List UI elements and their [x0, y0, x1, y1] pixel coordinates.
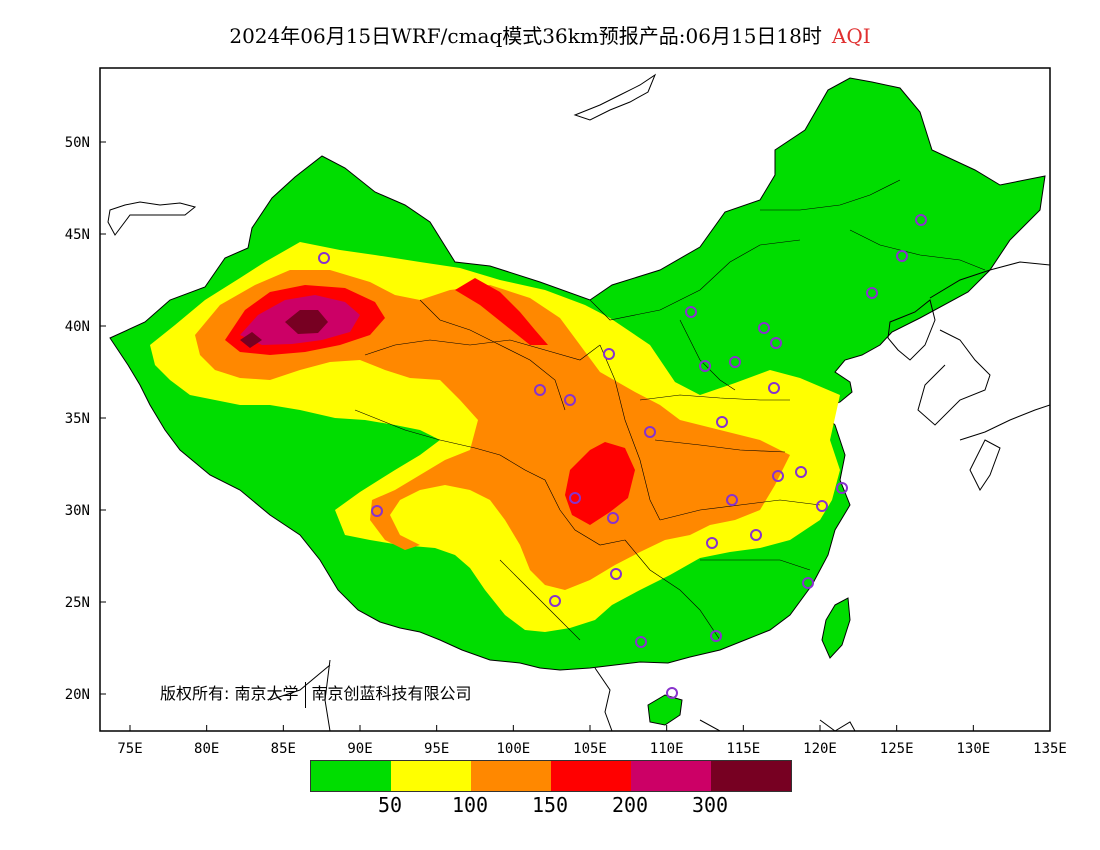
province-boundaries — [354, 179, 986, 641]
lon-tick-label: 90E — [347, 741, 372, 757]
lon-tick-label: 110E — [650, 741, 684, 757]
copyright-org2: 南京创蓝科技有限公司 — [311, 684, 472, 703]
copyright-notice: 版权所有: 南京大学 南京创蓝科技有限公司 — [160, 680, 472, 708]
station-marker[interactable] — [607, 512, 619, 524]
lat-tick-label: 45N — [65, 227, 90, 243]
lon-tick-label: 85E — [271, 741, 296, 757]
monitoring-stations — [318, 214, 927, 699]
latitude-ticks: 20N 25N 30N 35N 40N 45N 50N — [65, 135, 106, 703]
legend-swatch — [711, 761, 791, 791]
legend-label: 150 — [531, 793, 569, 817]
station-marker[interactable] — [795, 466, 807, 478]
copyright-separator — [304, 681, 306, 708]
aqi-region-hazardous — [285, 310, 328, 334]
lon-tick-label: 130E — [956, 741, 990, 757]
aqi-region-unhealthy-2 — [455, 278, 548, 345]
station-marker[interactable] — [726, 494, 738, 506]
legend-label: 200 — [611, 793, 649, 817]
legend-swatch — [471, 761, 551, 791]
coastline-mongolia-north — [107, 73, 657, 236]
legend-swatch — [391, 761, 471, 791]
lat-tick-label: 30N — [65, 503, 90, 519]
lat-tick-label: 50N — [65, 135, 90, 151]
station-marker[interactable] — [772, 470, 784, 482]
station-marker[interactable] — [371, 505, 383, 517]
station-marker[interactable] — [866, 287, 878, 299]
station-marker[interactable] — [758, 322, 770, 334]
station-marker[interactable] — [699, 360, 711, 372]
title-main: 2024年06月15日WRF/cmaq模式36km预报产品:06月15日18时 — [229, 24, 822, 48]
station-marker[interactable] — [534, 384, 546, 396]
station-marker[interactable] — [564, 394, 576, 406]
coastline-korea — [887, 299, 936, 361]
station-marker[interactable] — [549, 595, 561, 607]
station-marker[interactable] — [610, 568, 622, 580]
legend-label: 300 — [691, 793, 729, 817]
station-marker[interactable] — [710, 630, 722, 642]
station-marker[interactable] — [750, 529, 762, 541]
legend-swatch — [311, 761, 391, 791]
lon-tick-label: 120E — [803, 741, 837, 757]
lon-tick-label: 115E — [726, 741, 760, 757]
legend-swatch — [631, 761, 711, 791]
lon-tick-label: 125E — [880, 741, 914, 757]
lon-tick-label: 135E — [1033, 741, 1067, 757]
map-content — [107, 73, 1050, 731]
lon-tick-label: 105E — [573, 741, 607, 757]
station-marker[interactable] — [896, 250, 908, 262]
aqi-region-unhealthy-sensitive — [195, 270, 790, 590]
legend-label: 50 — [377, 793, 403, 817]
legend-swatch — [551, 761, 631, 791]
station-marker[interactable] — [685, 306, 697, 318]
station-marker[interactable] — [666, 687, 678, 699]
copyright-label: 版权所有: — [160, 684, 230, 703]
color-legend — [310, 760, 792, 792]
station-marker[interactable] — [603, 348, 615, 360]
lat-tick-label: 25N — [65, 595, 90, 611]
lat-tick-label: 35N — [65, 411, 90, 427]
aqi-region-unhealthy-3 — [565, 442, 635, 525]
lon-tick-label: 80E — [194, 741, 219, 757]
longitude-ticks: 75E 80E 85E 90E 95E 100E 105E 110E 115E 120E 125E 1… — [117, 725, 1067, 757]
station-marker[interactable] — [768, 382, 780, 394]
lon-tick-label: 75E — [117, 741, 142, 757]
station-marker[interactable] — [915, 214, 927, 226]
lat-tick-label: 20N — [65, 687, 90, 703]
aqi-region-hazardous-2 — [240, 332, 262, 348]
lon-tick-label: 100E — [496, 741, 530, 757]
map-title: 2024年06月15日WRF/cmaq模式36km预报产品:06月15日18时 A… — [0, 20, 1100, 49]
station-marker[interactable] — [569, 492, 581, 504]
station-marker[interactable] — [644, 426, 656, 438]
station-marker[interactable] — [635, 636, 647, 648]
station-marker[interactable] — [729, 356, 741, 368]
station-marker[interactable] — [318, 252, 330, 264]
copyright-org1: 南京大学 — [234, 684, 299, 703]
island-hainan — [647, 694, 683, 726]
legend-label: 100 — [451, 793, 489, 817]
title-variable: AQI — [831, 24, 871, 48]
station-marker[interactable] — [706, 537, 718, 549]
station-marker[interactable] — [836, 482, 848, 494]
lon-tick-label: 95E — [424, 741, 449, 757]
island-taiwan — [821, 597, 851, 659]
coastline-japan — [917, 261, 1050, 491]
station-marker[interactable] — [716, 416, 728, 428]
lat-tick-label: 40N — [65, 319, 90, 335]
station-marker[interactable] — [770, 337, 782, 349]
station-marker[interactable] — [816, 500, 828, 512]
station-marker[interactable] — [802, 577, 814, 589]
map-frame — [99, 67, 1051, 732]
coastline-southeast-asia — [269, 659, 856, 731]
legend-labels: 50 100 150 200 300 — [0, 793, 1100, 817]
